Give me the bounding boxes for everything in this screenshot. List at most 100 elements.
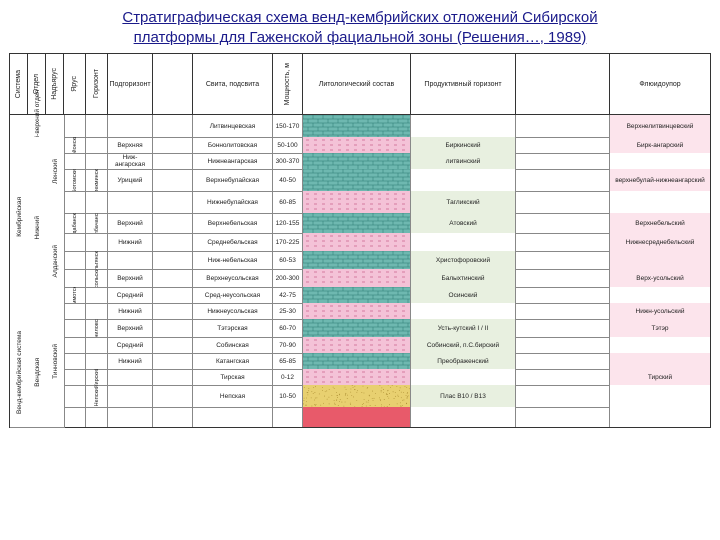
cell: Даниловский bbox=[86, 319, 108, 337]
cell: Нижний bbox=[108, 303, 153, 319]
header-cell: Мощность, м bbox=[273, 54, 303, 114]
cell: 60-85 bbox=[273, 191, 303, 213]
lithology-cell bbox=[303, 269, 411, 287]
cell: Ниж-ангарская bbox=[108, 153, 153, 169]
cell: 300-370 bbox=[273, 153, 303, 169]
header-row: СистемаОтделНадъярусЯрусГоризонтПодгориз… bbox=[10, 54, 710, 115]
cell: Нижнебулайская bbox=[193, 191, 273, 213]
cell bbox=[153, 385, 193, 407]
strat-row: АтдабанскийТолбачанскийВерхний Верхнебель… bbox=[64, 213, 710, 234]
productive-cell bbox=[411, 407, 516, 427]
cell bbox=[64, 337, 86, 353]
lithology-cell bbox=[303, 319, 411, 337]
cell bbox=[108, 407, 153, 427]
span-cell: Средний-верхний отдел bbox=[28, 115, 47, 138]
fluid-cell: Бирк-ангарский bbox=[610, 137, 710, 153]
fluid-cell bbox=[610, 353, 710, 369]
productive-cell bbox=[411, 233, 516, 251]
cell: 25-30 bbox=[273, 303, 303, 319]
blank-cell bbox=[516, 303, 610, 319]
cell bbox=[86, 233, 108, 251]
span-cell: Ленский bbox=[46, 137, 65, 207]
page-title: Стратиграфическая схема венд-кембрийских… bbox=[8, 8, 712, 47]
strat-row: БотомскийОлекминскийУрицкийВерхнебулайск… bbox=[64, 169, 710, 192]
span-cell: Венд-кембрийская система bbox=[10, 318, 29, 428]
header-cell: Система bbox=[10, 54, 28, 114]
cell: Тойонский bbox=[64, 137, 86, 153]
cell: Литвинцевская bbox=[193, 115, 273, 137]
cell: Верхний bbox=[108, 213, 153, 233]
productive-cell: Атовский bbox=[411, 213, 516, 233]
cell bbox=[64, 353, 86, 369]
cell bbox=[86, 407, 108, 427]
fluid-cell bbox=[610, 407, 710, 427]
cell bbox=[108, 385, 153, 407]
cell bbox=[153, 319, 193, 337]
cell: Непская bbox=[193, 385, 273, 407]
cell: Собинская bbox=[193, 337, 273, 353]
cell: Верхнебулайская bbox=[193, 169, 273, 191]
cell bbox=[108, 191, 153, 213]
cell: 40-50 bbox=[273, 169, 303, 191]
productive-cell: Тагликский bbox=[411, 191, 516, 213]
cell bbox=[64, 115, 86, 137]
lithology-cell bbox=[303, 407, 411, 427]
productive-cell: Осинский bbox=[411, 287, 516, 303]
cell bbox=[193, 407, 273, 427]
cell bbox=[273, 407, 303, 427]
fluid-cell bbox=[610, 385, 710, 407]
cell bbox=[64, 233, 86, 251]
cell: Верхнебельская bbox=[193, 213, 273, 233]
cell: Толбачанский bbox=[86, 213, 108, 233]
strat-row: ТоммотскийСреднийСред-неусольская42-75Ос… bbox=[64, 287, 710, 304]
strat-row: НижнийНижнеусольская25-30Нижн-усольский bbox=[64, 303, 710, 320]
cell bbox=[153, 213, 193, 233]
productive-cell bbox=[411, 303, 516, 319]
blank-cell bbox=[516, 153, 610, 169]
blank-cell bbox=[516, 191, 610, 213]
strat-row: ДаниловскийВерхнийТэтэрская60-70Усть-кут… bbox=[64, 319, 710, 338]
rows-container: Кембрийская Венд-кембрийская система Средн… bbox=[10, 115, 710, 427]
cell: Сред-неусольская bbox=[193, 287, 273, 303]
lithology-cell bbox=[303, 153, 411, 169]
cell: Катангская bbox=[193, 353, 273, 369]
cell bbox=[153, 407, 193, 427]
strat-row: Ниж-ангарскаяНижнеангарская300-370литвин… bbox=[64, 153, 710, 170]
cell bbox=[153, 191, 193, 213]
span-label: Венд-кембрийская система bbox=[16, 331, 23, 414]
fluid-cell: Нижн-усольский bbox=[610, 303, 710, 319]
blank-cell bbox=[516, 353, 610, 369]
cell: Ниж-небельская bbox=[193, 251, 273, 269]
productive-cell bbox=[411, 169, 516, 191]
strat-row: ТирскийТирская0-12Тирский bbox=[64, 369, 710, 386]
cell: Боннолитовская bbox=[193, 137, 273, 153]
fluid-cell bbox=[610, 337, 710, 353]
title-line-2: платформы для Гаженской фациальной зоны … bbox=[134, 29, 587, 46]
fluid-cell bbox=[610, 287, 710, 303]
fluid-cell: Тирский bbox=[610, 369, 710, 385]
span-label: Тинновский bbox=[52, 344, 59, 379]
cell: 0-12 bbox=[273, 369, 303, 385]
lithology-cell bbox=[303, 353, 411, 369]
cell: 170-225 bbox=[273, 233, 303, 251]
productive-cell: Преображенский bbox=[411, 353, 516, 369]
productive-cell bbox=[411, 369, 516, 385]
cell bbox=[153, 287, 193, 303]
blank-cell bbox=[516, 337, 610, 353]
cell: 60-53 bbox=[273, 251, 303, 269]
header-cell: Горизонт bbox=[86, 54, 108, 114]
productive-cell: Балыхтинский bbox=[411, 269, 516, 287]
cell: 42-75 bbox=[273, 287, 303, 303]
span-cell: Кембрийская bbox=[10, 115, 29, 319]
blank-cell bbox=[516, 137, 610, 153]
fluid-cell bbox=[610, 191, 710, 213]
cell: Олекминский bbox=[86, 169, 108, 191]
span-label: Вендская bbox=[34, 358, 41, 387]
cell bbox=[64, 319, 86, 337]
cell: Верхний bbox=[108, 269, 153, 287]
cell: Нижний bbox=[108, 353, 153, 369]
lithology-cell bbox=[303, 251, 411, 269]
cell: Атдабанский bbox=[64, 213, 86, 233]
cell bbox=[86, 303, 108, 319]
lithology-cell bbox=[303, 303, 411, 319]
